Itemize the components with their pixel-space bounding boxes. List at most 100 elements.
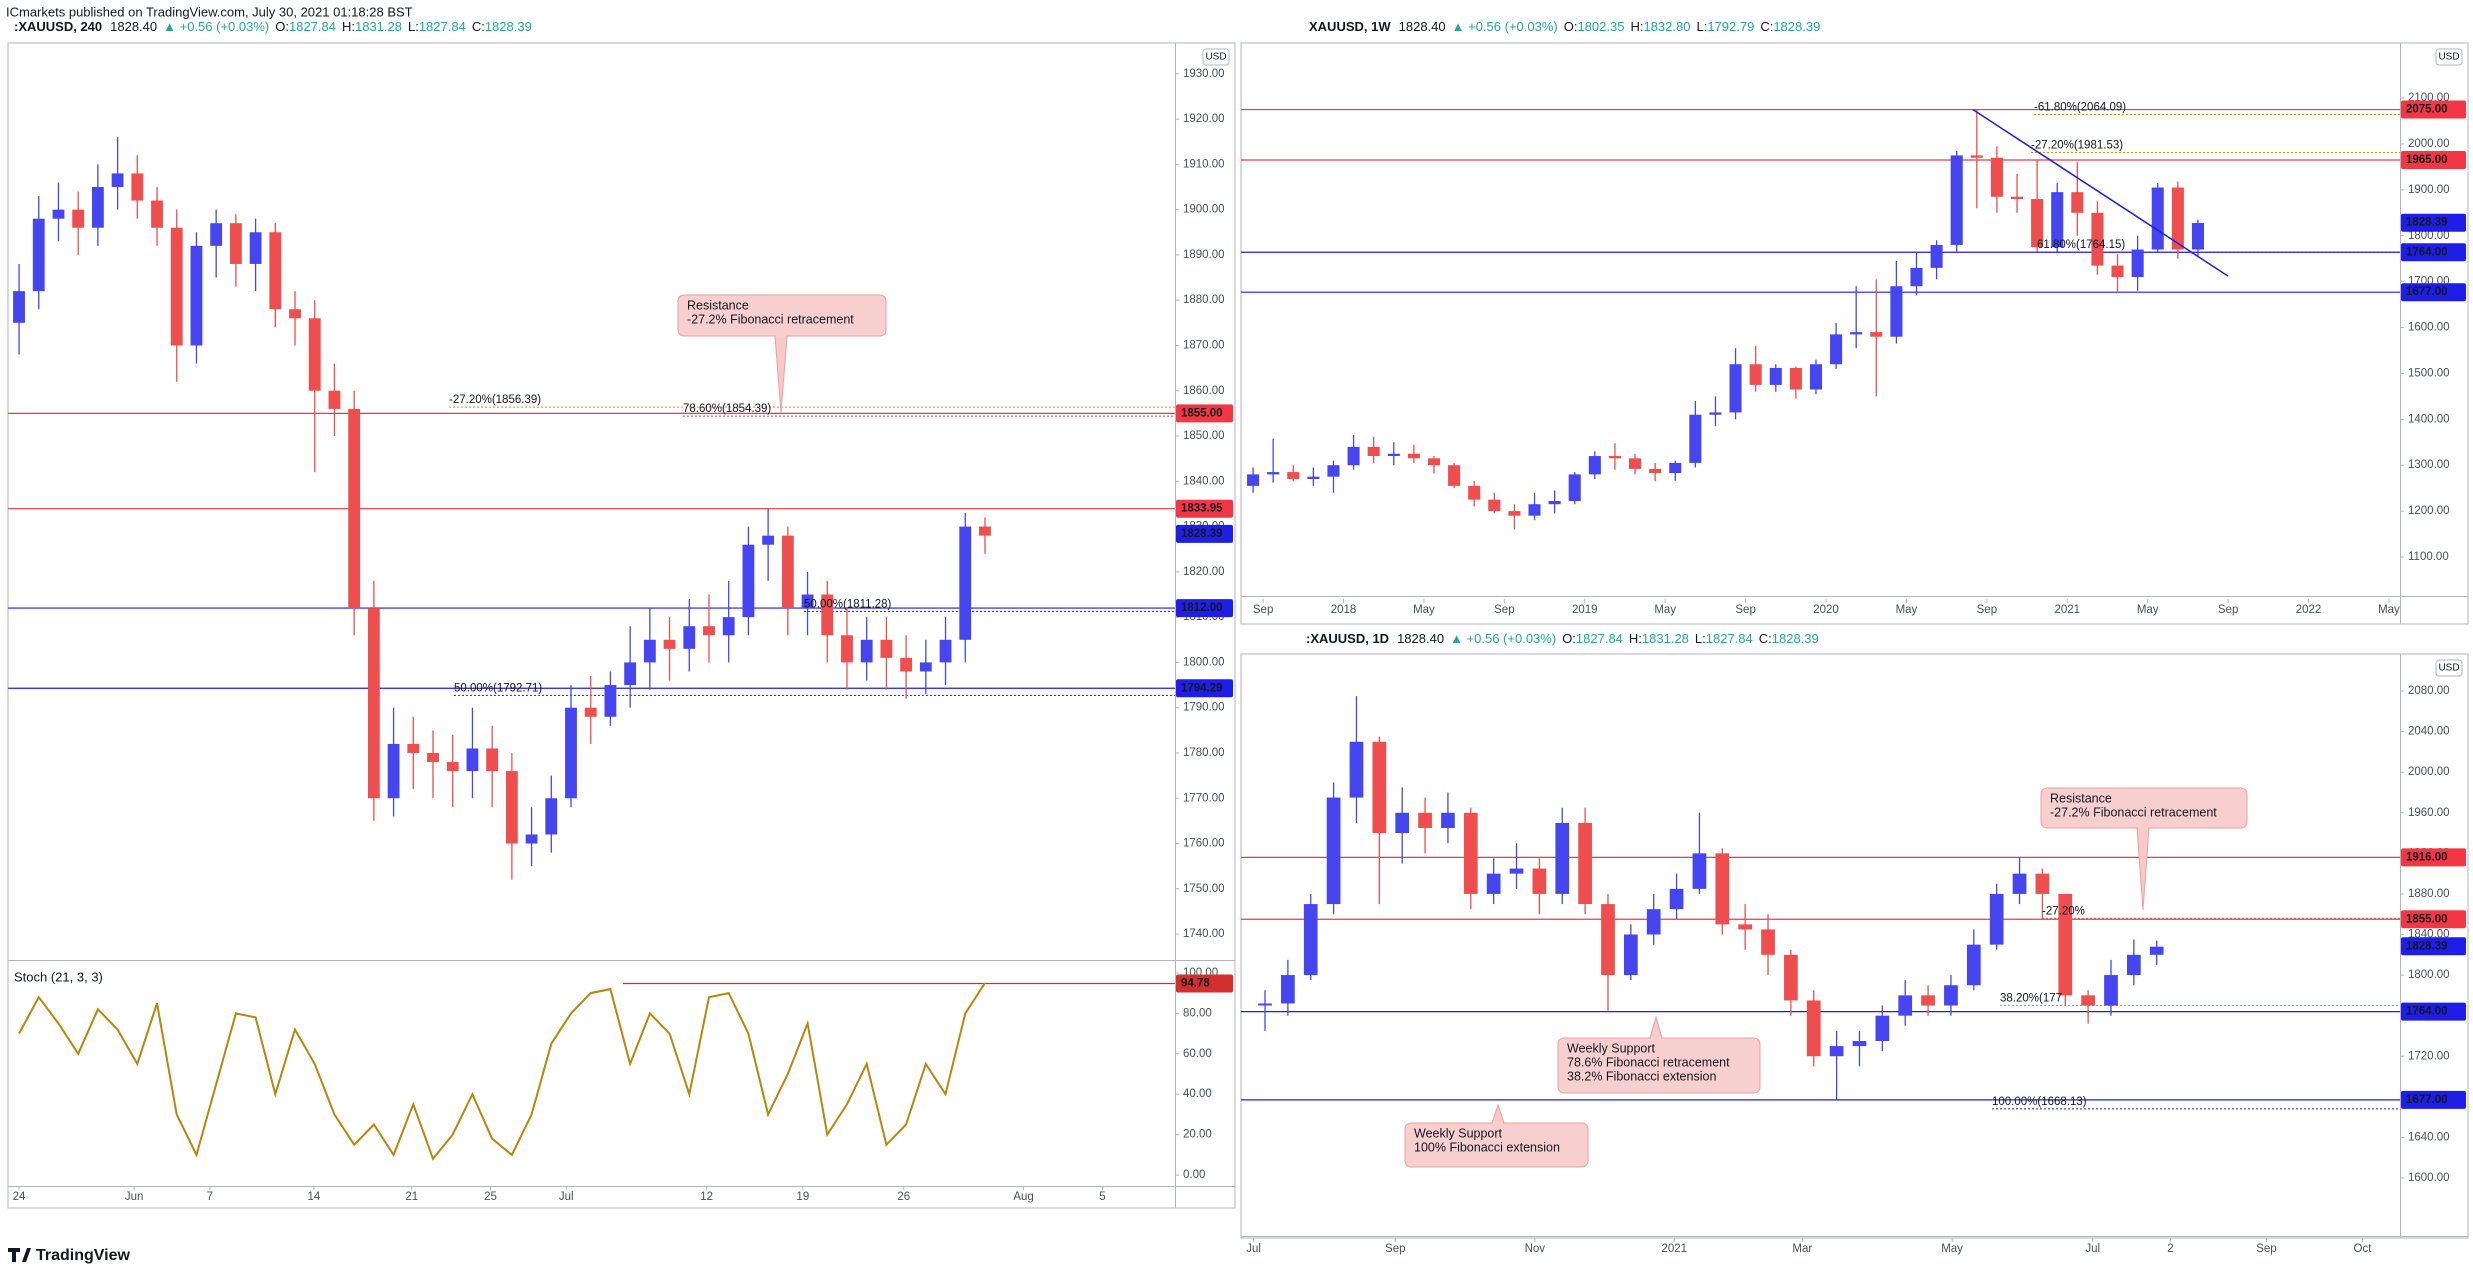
candle-body <box>545 798 558 835</box>
candle-body <box>1427 458 1441 466</box>
ohlc-key: H: <box>1629 631 1642 646</box>
x-tick-label: 5 <box>1099 1191 1105 1203</box>
candle-body <box>1387 453 1400 457</box>
y-tick-label: 1790.00 <box>1183 702 1225 714</box>
ohlc-key: H: <box>342 19 355 34</box>
x-tick-label: Sep <box>1977 604 1997 616</box>
y-tick-label: 2040.00 <box>2408 726 2450 738</box>
x-tick-label: Sep <box>2218 604 2238 616</box>
candle-body <box>565 707 577 799</box>
candle-body <box>2031 199 2044 248</box>
y-tick-label: 20.00 <box>1183 1129 1212 1141</box>
ohlc-value: 1792.79 <box>1707 19 1754 34</box>
level-price-box <box>2401 283 2466 302</box>
candle-body <box>1307 476 1320 479</box>
callout-text: Weekly Support <box>1567 1041 1656 1055</box>
x-tick-label: 19 <box>796 1191 809 1203</box>
candle-body <box>919 662 932 672</box>
level-price-label: 1855.00 <box>2406 913 2448 925</box>
x-tick-label: Sep <box>1735 604 1755 616</box>
x-tick-label: 2021 <box>1661 1243 1687 1255</box>
candle-body <box>900 657 913 672</box>
candle-body <box>1830 334 1843 365</box>
candle-body <box>387 743 400 799</box>
candle-body <box>841 635 853 663</box>
candle-body <box>1890 286 1903 337</box>
candle-body <box>880 639 893 658</box>
currency-box <box>2435 659 2463 677</box>
level-price-box <box>1176 679 1233 698</box>
ohlc-value: 1828.39 <box>1773 19 1820 34</box>
candle-body <box>2149 946 2164 955</box>
x-tick-label: 2019 <box>1572 604 1598 616</box>
candle-body <box>151 200 163 228</box>
candle-body <box>328 390 341 409</box>
candle-body <box>1287 472 1300 479</box>
fib-label: -27.20%(1856.39) <box>449 394 541 406</box>
candle-body <box>2126 954 2141 976</box>
level-price-box <box>2401 151 2466 170</box>
candle-body <box>1267 472 1280 475</box>
change: ▲ +0.56 (+0.03%) <box>163 19 269 34</box>
level-price-box <box>2401 100 2466 119</box>
last-price-box <box>2401 937 2466 956</box>
candle-body <box>2071 192 2084 213</box>
candle-body <box>1488 499 1501 512</box>
y-tick-label: 80.00 <box>1183 1007 1212 1019</box>
candle-body <box>762 535 775 545</box>
y-tick-label: 1500.00 <box>2408 367 2450 379</box>
x-tick-label: 24 <box>13 1191 26 1203</box>
fib-label: 38.20%(177 <box>2000 993 2062 1005</box>
level-price-label: 1794.29 <box>1181 682 1223 694</box>
callout-seam <box>776 334 786 338</box>
candle-body <box>1528 504 1541 516</box>
candle-body <box>1649 468 1662 474</box>
y-tick-label: 1200.00 <box>2408 505 2450 517</box>
level-price-label: 1764.00 <box>2406 1006 2448 1018</box>
callout-text: 78.6% Fibonacci retracement <box>1567 1055 1730 1069</box>
x-tick-label: 12 <box>700 1191 713 1203</box>
level-price-label: 1764.00 <box>2406 246 2448 258</box>
callout-text: -27.2% Fibonacci retracement <box>2050 805 2217 819</box>
currency: USD <box>2438 52 2459 63</box>
y-tick-label: 1300.00 <box>2408 459 2450 471</box>
ohlc-key: O: <box>275 19 289 34</box>
candle-body <box>1407 453 1420 459</box>
candle-body <box>604 685 617 717</box>
candle-body <box>229 223 242 264</box>
ohlc-value: 1828.39 <box>1772 631 1819 646</box>
level-price-box <box>2401 910 2466 929</box>
brand-logo <box>8 1248 31 1262</box>
candle-body <box>1247 474 1260 486</box>
ohlc-key: L: <box>1695 631 1706 646</box>
x-tick-label: May <box>1413 604 1435 616</box>
x-tick-label: Aug <box>1013 1191 1033 1203</box>
ohlc-value: 1802.35 <box>1577 19 1624 34</box>
candle-body <box>1463 812 1478 894</box>
last-price-text: 1828.40 <box>1399 19 1446 34</box>
x-tick-label: 2021 <box>2054 604 2080 616</box>
candle-body <box>1327 465 1340 477</box>
candle-body <box>525 834 538 844</box>
candle-body <box>2010 196 2024 200</box>
candle-body <box>1623 934 1638 976</box>
candle-body <box>1532 868 1547 894</box>
level-price-box <box>2401 1090 2466 1109</box>
level-price-label: 2075.00 <box>2406 104 2448 116</box>
candle-body <box>1709 412 1722 415</box>
candle-body <box>1508 511 1521 516</box>
x-tick-label: 26 <box>897 1191 910 1203</box>
x-tick-label: 21 <box>405 1191 418 1203</box>
candle-body <box>1608 456 1621 459</box>
x-tick-label: 14 <box>308 1191 321 1203</box>
callout-pointer <box>774 335 788 414</box>
level-price-label: 1677.00 <box>2406 286 2448 298</box>
callout-pointer <box>2136 827 2150 911</box>
candle-body <box>289 309 301 319</box>
y-tick-label: 1780.00 <box>1183 747 1225 759</box>
plot-area <box>18 982 1175 1161</box>
candle-body <box>1715 853 1730 925</box>
candle-body <box>1669 462 1682 474</box>
brand-name: TradingView <box>36 1247 131 1264</box>
publisher-line: ICmarkets published on TradingView.com, … <box>6 4 413 19</box>
